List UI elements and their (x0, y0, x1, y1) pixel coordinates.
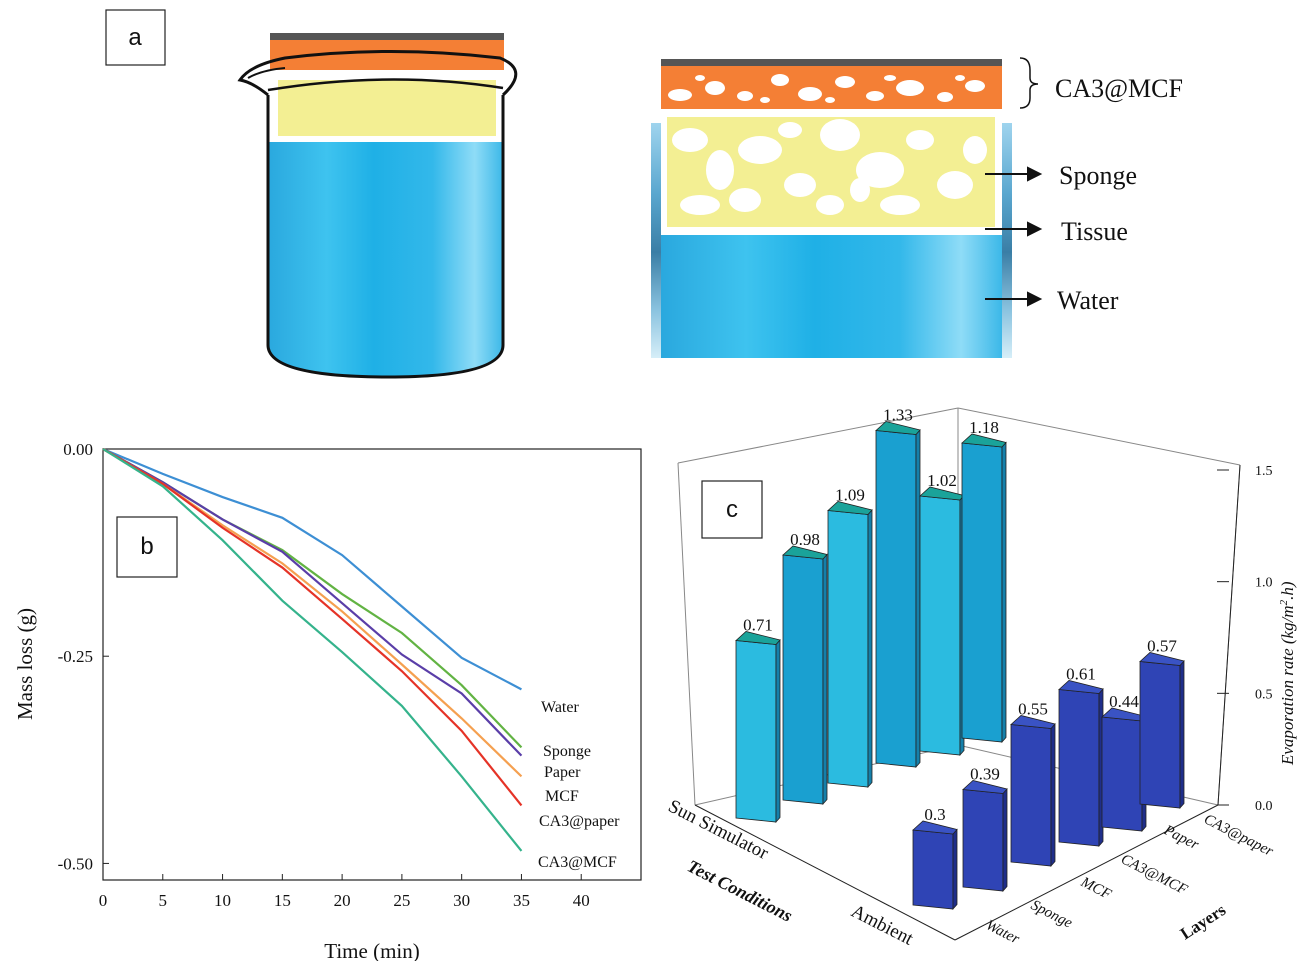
bar-value-label: 0.61 (1066, 665, 1096, 684)
tissue-label: Tissue (1061, 217, 1128, 246)
y-tick-label: -0.25 (58, 647, 93, 666)
panel-c-letter-box (701, 480, 763, 539)
series-line-ca3-mcf (102, 448, 523, 852)
bar-value-label: 1.33 (883, 406, 913, 425)
x-tick-label: 35 (513, 891, 530, 910)
beaker-water (268, 142, 503, 377)
sponge-label: Sponge (1059, 161, 1137, 190)
z-tick-label: 0.0 (1255, 799, 1273, 814)
layer-category-label: CA3@MCF (1118, 851, 1190, 898)
bar-3d (919, 486, 965, 757)
panel-b: b 0 5 10 15 20 25 30 35 40 0.00 -0.25 -0.50 Water Sp… (13, 440, 642, 961)
line-chart-frame (102, 448, 642, 881)
beaker-top-layer (270, 33, 504, 40)
bar-value-label: 0.57 (1147, 637, 1177, 656)
series-label: Sponge (543, 743, 591, 760)
water-layer (661, 235, 1002, 358)
series-label: Paper (544, 764, 581, 781)
series-line-sponge (102, 448, 523, 749)
panel-a: a CA3@MCF (105, 9, 1183, 379)
series-line-paper (102, 448, 523, 757)
series-label: MCF (545, 788, 579, 805)
bar-3d (962, 780, 1008, 893)
x-tick-label: 0 (99, 891, 108, 910)
bar-value-label: 0.55 (1018, 700, 1048, 719)
bar-3d (912, 820, 958, 911)
layer-category-label: MCF (1077, 874, 1114, 903)
layer-category-label: Paper (1160, 822, 1201, 853)
bar-value-label: 1.02 (927, 471, 957, 490)
bar-3d (782, 545, 828, 806)
series-line-water (102, 447, 522, 691)
layer-schematic: CA3@MCF Sponge Tissue Water (651, 57, 1183, 358)
z-tick-label: 1.5 (1255, 464, 1273, 479)
bar-3d (827, 501, 873, 789)
z-tick-label: 1.0 (1255, 576, 1273, 591)
water-label: Water (1057, 286, 1119, 315)
layers-axis-label: Layers (1177, 900, 1230, 943)
test-conditions-axis-label: Test Conditions (684, 856, 795, 926)
bar-3d (1058, 680, 1104, 848)
bar-value-label: 0.44 (1109, 692, 1139, 711)
bar-3d (875, 421, 921, 769)
panel-a-letter: a (128, 24, 142, 51)
x-axis-label: Time (min) (324, 939, 419, 961)
layer-category-label: Water (983, 917, 1022, 947)
bar-value-label: 1.18 (969, 418, 999, 437)
bar-3d (1139, 652, 1185, 810)
panel-c-letter: c (726, 496, 738, 523)
y-axis-label: Mass loss (g) (13, 608, 37, 720)
x-tick-label: 30 (453, 891, 470, 910)
condition-label-ambient: Ambient (848, 901, 917, 950)
bar-value-label: 0.39 (970, 765, 1000, 784)
bar-3d (735, 631, 781, 824)
series-label: CA3@MCF (538, 854, 617, 871)
bar-value-label: 0.98 (790, 530, 820, 549)
ca3mcf-label: CA3@MCF (1055, 74, 1183, 103)
x-tick-label: 20 (334, 891, 351, 910)
beaker-sponge-layer (278, 80, 496, 136)
y-tick-label: 0.00 (63, 440, 93, 459)
beaker (237, 33, 518, 379)
bar-value-label: 1.09 (835, 486, 865, 505)
bar-value-label: 0.71 (743, 616, 773, 635)
x-tick-label: 25 (393, 891, 410, 910)
panel-b-letter: b (140, 533, 153, 560)
series-label: Water (541, 699, 579, 716)
panel-a-letter-box (105, 9, 166, 66)
x-tick-label: 40 (573, 891, 590, 910)
z-axis-label: Evaporation rate (kg/m2.h) (1278, 581, 1297, 766)
x-tick-label: 10 (214, 891, 231, 910)
bar-3d (1010, 715, 1056, 868)
bar-3d (1101, 707, 1147, 833)
x-tick-label: 5 (159, 891, 168, 910)
panel-b-letter-box (116, 516, 178, 578)
panel-c: c 0.0 0.5 1.0 1.5 0.71 0.98 1.09 1.33 1.02 1.18 0… (665, 406, 1297, 950)
bar-3d (961, 433, 1007, 744)
series-line-ca3-paper (102, 448, 523, 807)
z-tick-label: 0.5 (1255, 687, 1273, 702)
y-tick-label: -0.50 (58, 854, 93, 873)
bar-value-label: 0.3 (924, 805, 945, 824)
layer-category-label: Sponge (1028, 897, 1075, 931)
x-tick-label: 15 (274, 891, 291, 910)
layer-category-label: CA3@paper (1201, 811, 1276, 860)
series-label: CA3@paper (539, 813, 620, 830)
